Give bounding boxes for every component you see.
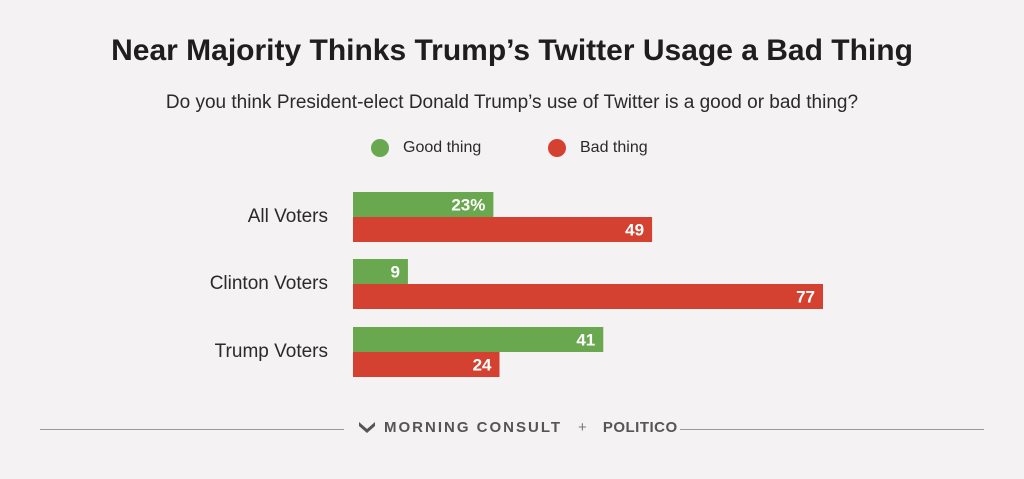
footer-morning-consult: MORNING CONSULT bbox=[384, 419, 563, 436]
legend-bad-label: Bad thing bbox=[580, 139, 648, 156]
legend-bad-swatch bbox=[548, 139, 566, 157]
bar-good bbox=[353, 327, 604, 352]
legend-bad: Bad thing bbox=[548, 139, 648, 157]
footer-divider-left bbox=[40, 429, 344, 430]
data-label: 49 bbox=[625, 221, 644, 240]
category-label: All Voters bbox=[248, 206, 328, 227]
legend-good-swatch bbox=[371, 139, 389, 157]
bar-bad bbox=[353, 284, 823, 309]
data-label: 24 bbox=[473, 356, 492, 375]
legend-good-label: Good thing bbox=[403, 139, 482, 156]
chart-title: Near Majority Thinks Trump’s Twitter Usa… bbox=[111, 34, 913, 67]
bar-bad bbox=[353, 217, 653, 242]
morning-consult-logo-icon bbox=[359, 421, 375, 433]
chart-subtitle: Do you think President-elect Donald Trum… bbox=[165, 92, 859, 113]
footer-divider-right bbox=[680, 429, 984, 430]
data-label: 41 bbox=[576, 331, 595, 350]
data-label: 9 bbox=[390, 263, 399, 282]
legend-good: Good thing bbox=[371, 139, 481, 157]
bar-good bbox=[353, 259, 408, 284]
footer-branding: MORNING CONSULT + POLITICO bbox=[358, 419, 678, 436]
category-label: Clinton Voters bbox=[210, 273, 328, 294]
category-label: Trump Voters bbox=[215, 341, 328, 362]
data-label: 23% bbox=[451, 196, 485, 215]
footer-politico: POLITICO bbox=[602, 419, 678, 436]
bar-bad bbox=[353, 352, 500, 377]
data-label: 77 bbox=[796, 288, 815, 307]
bar-good bbox=[353, 192, 494, 217]
footer-separator: + bbox=[578, 419, 587, 436]
